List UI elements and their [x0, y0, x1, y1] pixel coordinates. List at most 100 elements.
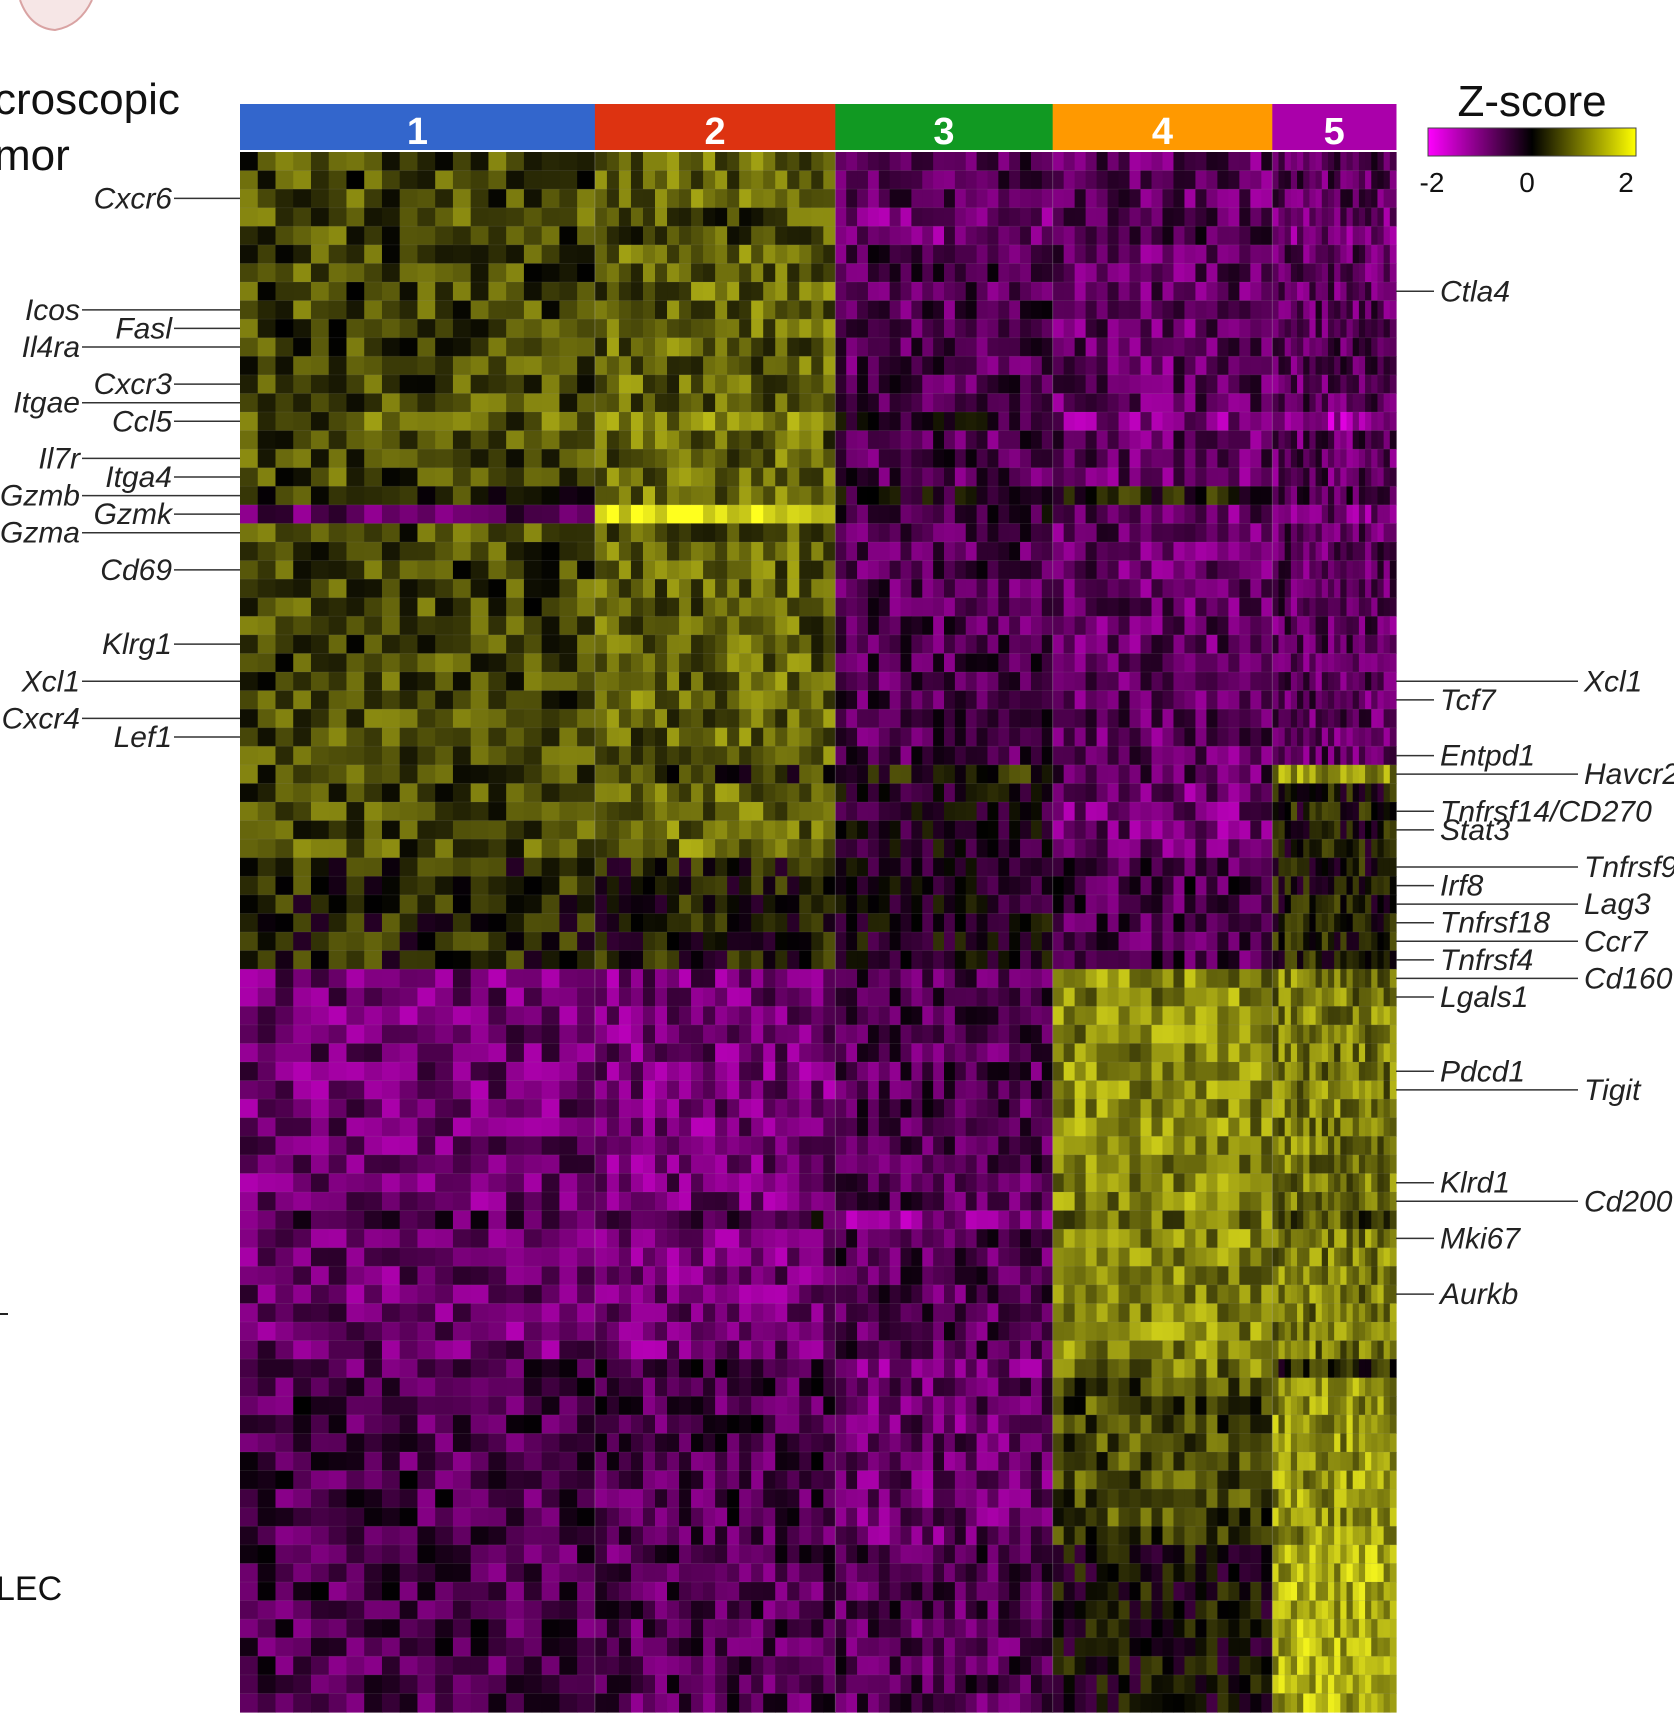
- heatmap-cell: [523, 412, 543, 432]
- heatmap-cell: [257, 932, 277, 952]
- heatmap-cell: [889, 764, 902, 785]
- heatmap-cell: [470, 857, 490, 877]
- heatmap-cell: [1151, 207, 1164, 227]
- heatmap-cell: [1303, 1006, 1311, 1026]
- heatmap-cell: [954, 207, 967, 227]
- heatmap-cell: [775, 1043, 788, 1063]
- heatmap-cell: [1383, 300, 1391, 320]
- heatmap-cell: [787, 616, 800, 636]
- heatmap-cell: [679, 1043, 692, 1063]
- heatmap-cell: [857, 226, 869, 246]
- heatmap-cell: [1340, 672, 1348, 692]
- heatmap-cell: [642, 523, 656, 543]
- heatmap-cell: [1290, 876, 1298, 896]
- heatmap-cell: [1052, 597, 1065, 617]
- heatmap-cell: [1009, 542, 1021, 562]
- heatmap-cell: [435, 170, 454, 190]
- heatmap-cell: [1096, 356, 1109, 376]
- heatmap-cell: [642, 1062, 656, 1082]
- heatmap-cell: [618, 1062, 632, 1082]
- heatmap-cell: [1140, 523, 1153, 543]
- heatmap-cell: [1074, 412, 1087, 432]
- heatmap-cell: [846, 560, 858, 580]
- heatmap-cell: [523, 653, 543, 673]
- heatmap-cell: [1321, 950, 1329, 970]
- heatmap-cell: [523, 634, 543, 655]
- heatmap-cell: [823, 374, 836, 395]
- heatmap-cell: [541, 894, 560, 915]
- heatmap-cell: [559, 894, 578, 915]
- heatmap-cell: [1020, 263, 1032, 283]
- heatmap-cell: [944, 170, 956, 190]
- heatmap-cell: [1041, 170, 1054, 190]
- heatmap-cell: [1030, 616, 1043, 636]
- heatmap-cell: [811, 300, 824, 320]
- heatmap-cell: [1261, 709, 1273, 729]
- heatmap-cell: [1297, 820, 1304, 840]
- heatmap-cell: [240, 263, 259, 283]
- heatmap-cell: [1334, 282, 1341, 302]
- heatmap-cell: [1107, 189, 1120, 209]
- heatmap-cell: [900, 783, 913, 803]
- heatmap-cell: [679, 764, 692, 785]
- heatmap-cell: [965, 486, 978, 506]
- heatmap-cell: [1250, 653, 1262, 673]
- heatmap-cell: [1278, 839, 1286, 859]
- heatmap-cell: [541, 300, 560, 320]
- heatmap-cell: [987, 579, 999, 599]
- heatmap-cell: [1096, 597, 1109, 617]
- heatmap-cell: [606, 467, 620, 487]
- heatmap-cell: [275, 764, 294, 785]
- heatmap-cell: [1052, 709, 1065, 729]
- heatmap-cell: [310, 1043, 330, 1063]
- heatmap-cell: [1162, 263, 1175, 283]
- heatmap-cell: [1107, 337, 1120, 357]
- heatmap-cell: [739, 504, 752, 525]
- heatmap-cell: [642, 356, 656, 376]
- heatmap-cell: [1206, 393, 1218, 413]
- heatmap-cell: [703, 412, 716, 432]
- heatmap-cell: [846, 932, 858, 952]
- heatmap-cell: [452, 189, 472, 209]
- heatmap-cell: [506, 1043, 525, 1063]
- heatmap-cell: [506, 337, 525, 357]
- heatmap-cell: [1162, 597, 1175, 617]
- heatmap-cell: [435, 932, 454, 952]
- heatmap-cell: [823, 560, 836, 580]
- heatmap-cell: [523, 597, 543, 617]
- heatmap-cell: [1063, 783, 1076, 803]
- heatmap-cell: [1358, 523, 1366, 543]
- heatmap-cell: [1228, 412, 1240, 432]
- heatmap-cell: [799, 932, 812, 952]
- heatmap-cell: [1173, 393, 1186, 413]
- heatmap-cell: [1030, 913, 1043, 933]
- heatmap-cell: [703, 319, 716, 339]
- heatmap-cell: [1140, 894, 1153, 915]
- heatmap-cell: [1085, 356, 1098, 376]
- heatmap-cell: [1389, 1043, 1397, 1063]
- heatmap-cell: [787, 542, 800, 562]
- heatmap-cell: [257, 802, 277, 822]
- heatmap-cell: [787, 969, 800, 989]
- heatmap-cell: [1383, 932, 1391, 952]
- heatmap-cell: [933, 412, 945, 432]
- heatmap-cell: [1173, 634, 1186, 655]
- heatmap-cell: [435, 987, 454, 1007]
- heatmap-cell: [922, 1006, 934, 1026]
- heatmap-cell: [867, 950, 880, 970]
- heatmap-cell: [630, 319, 644, 339]
- heatmap-cell: [1052, 802, 1065, 822]
- heatmap-cell: [976, 1062, 989, 1082]
- heatmap-cell: [900, 616, 913, 636]
- heatmap-cell: [1118, 1043, 1131, 1063]
- heatmap-cell: [606, 504, 620, 525]
- heatmap-cell: [364, 1043, 383, 1063]
- heatmap-cell: [1140, 282, 1153, 302]
- heatmap-cell: [1334, 486, 1341, 506]
- heatmap-cell: [1009, 616, 1021, 636]
- heatmap-cell: [452, 597, 472, 617]
- heatmap-cell: [1352, 969, 1360, 989]
- heatmap-cell: [1030, 857, 1043, 877]
- heatmap-cell: [1261, 430, 1273, 450]
- heatmap-cell: [594, 802, 608, 822]
